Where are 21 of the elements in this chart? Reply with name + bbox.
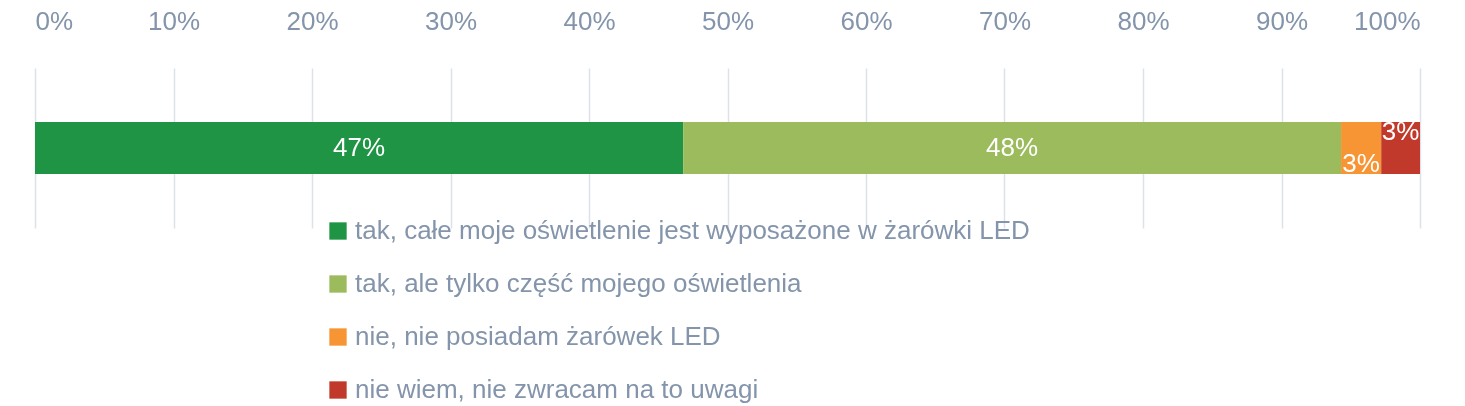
legend-label: nie wiem, nie zwracam na to uwagi [355, 374, 759, 404]
legend-label: nie, nie posiadam żarówek LED [355, 321, 721, 351]
x-tick-label: 100% [1354, 5, 1421, 36]
x-tick-label: 80% [1117, 5, 1170, 36]
legend-label: tak, ale tylko część mojego oświetlenia [355, 268, 803, 298]
legend-label: tak, całe moje oświetlenie jest wyposażone w żarówki LED [355, 215, 1030, 245]
x-tick-label: 20% [286, 5, 339, 36]
data-label: 48% [986, 132, 1039, 162]
bar [683, 122, 1342, 174]
x-tick-label: 10% [147, 5, 201, 36]
x-tick-label: 30% [424, 5, 478, 36]
x-tick-label: 90% [1255, 5, 1309, 36]
bar [35, 122, 684, 174]
data-label: 47% [333, 132, 386, 162]
x-tick-label: 0% [35, 5, 74, 36]
data-label: 3% [1342, 148, 1380, 178]
x-tick-label: 60% [840, 5, 893, 36]
x-tick-label: 70% [978, 5, 1032, 36]
data-label: 3% [1381, 116, 1420, 146]
x-tick-label: 40% [563, 5, 616, 36]
x-tick-label: 50% [701, 5, 755, 36]
